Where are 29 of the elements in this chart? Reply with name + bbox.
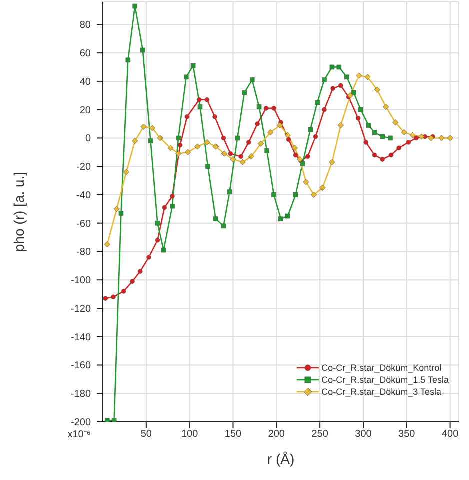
x-tick-label: 100 xyxy=(181,429,199,440)
x-tick-label: 250 xyxy=(312,429,329,440)
text: x10⁻⁶ xyxy=(68,430,91,440)
y-axis-title: pho (r) [a. u.] xyxy=(10,172,27,252)
y-tick-label: -100 xyxy=(70,276,92,287)
legend-label: Co-Cr_R.star_Döküm_1.5 Tesla xyxy=(322,375,449,385)
y-tick-label: -160 xyxy=(70,360,92,372)
y-tick-label: 60 xyxy=(80,48,92,60)
y-tick-label: -40 xyxy=(76,190,92,202)
y-tick-label: -120 xyxy=(70,304,92,315)
legend-label: Co-Cr_R.star_Döküm_3 Tesla xyxy=(322,387,442,397)
y-tick-label: -200 xyxy=(70,418,92,428)
y-tick-label: 20 xyxy=(80,105,92,116)
x-tick-label: 50 xyxy=(140,429,152,440)
y-tick-label: -80 xyxy=(76,247,92,258)
x-tick-label: 300 xyxy=(355,429,372,440)
x-axis-title: r (Å) xyxy=(267,451,295,467)
y-tick-label: -180 xyxy=(70,389,92,400)
y-tick-label: -140 xyxy=(70,332,92,344)
x-tick-label: 400 xyxy=(442,429,460,440)
legend-label: Co-Cr_R.star_Döküm_Kontrol xyxy=(322,363,442,373)
y-tick-label: -20 xyxy=(76,162,92,174)
x-tick-label: 350 xyxy=(398,429,416,440)
x-tick-label: 200 xyxy=(268,429,286,440)
y-tick-label: 80 xyxy=(80,20,92,32)
y-tick-label: -60 xyxy=(76,218,92,230)
y-tick-label: 0 xyxy=(85,134,92,145)
x-tick-label: 150 xyxy=(224,429,242,440)
y-tick-label: 40 xyxy=(80,76,92,88)
